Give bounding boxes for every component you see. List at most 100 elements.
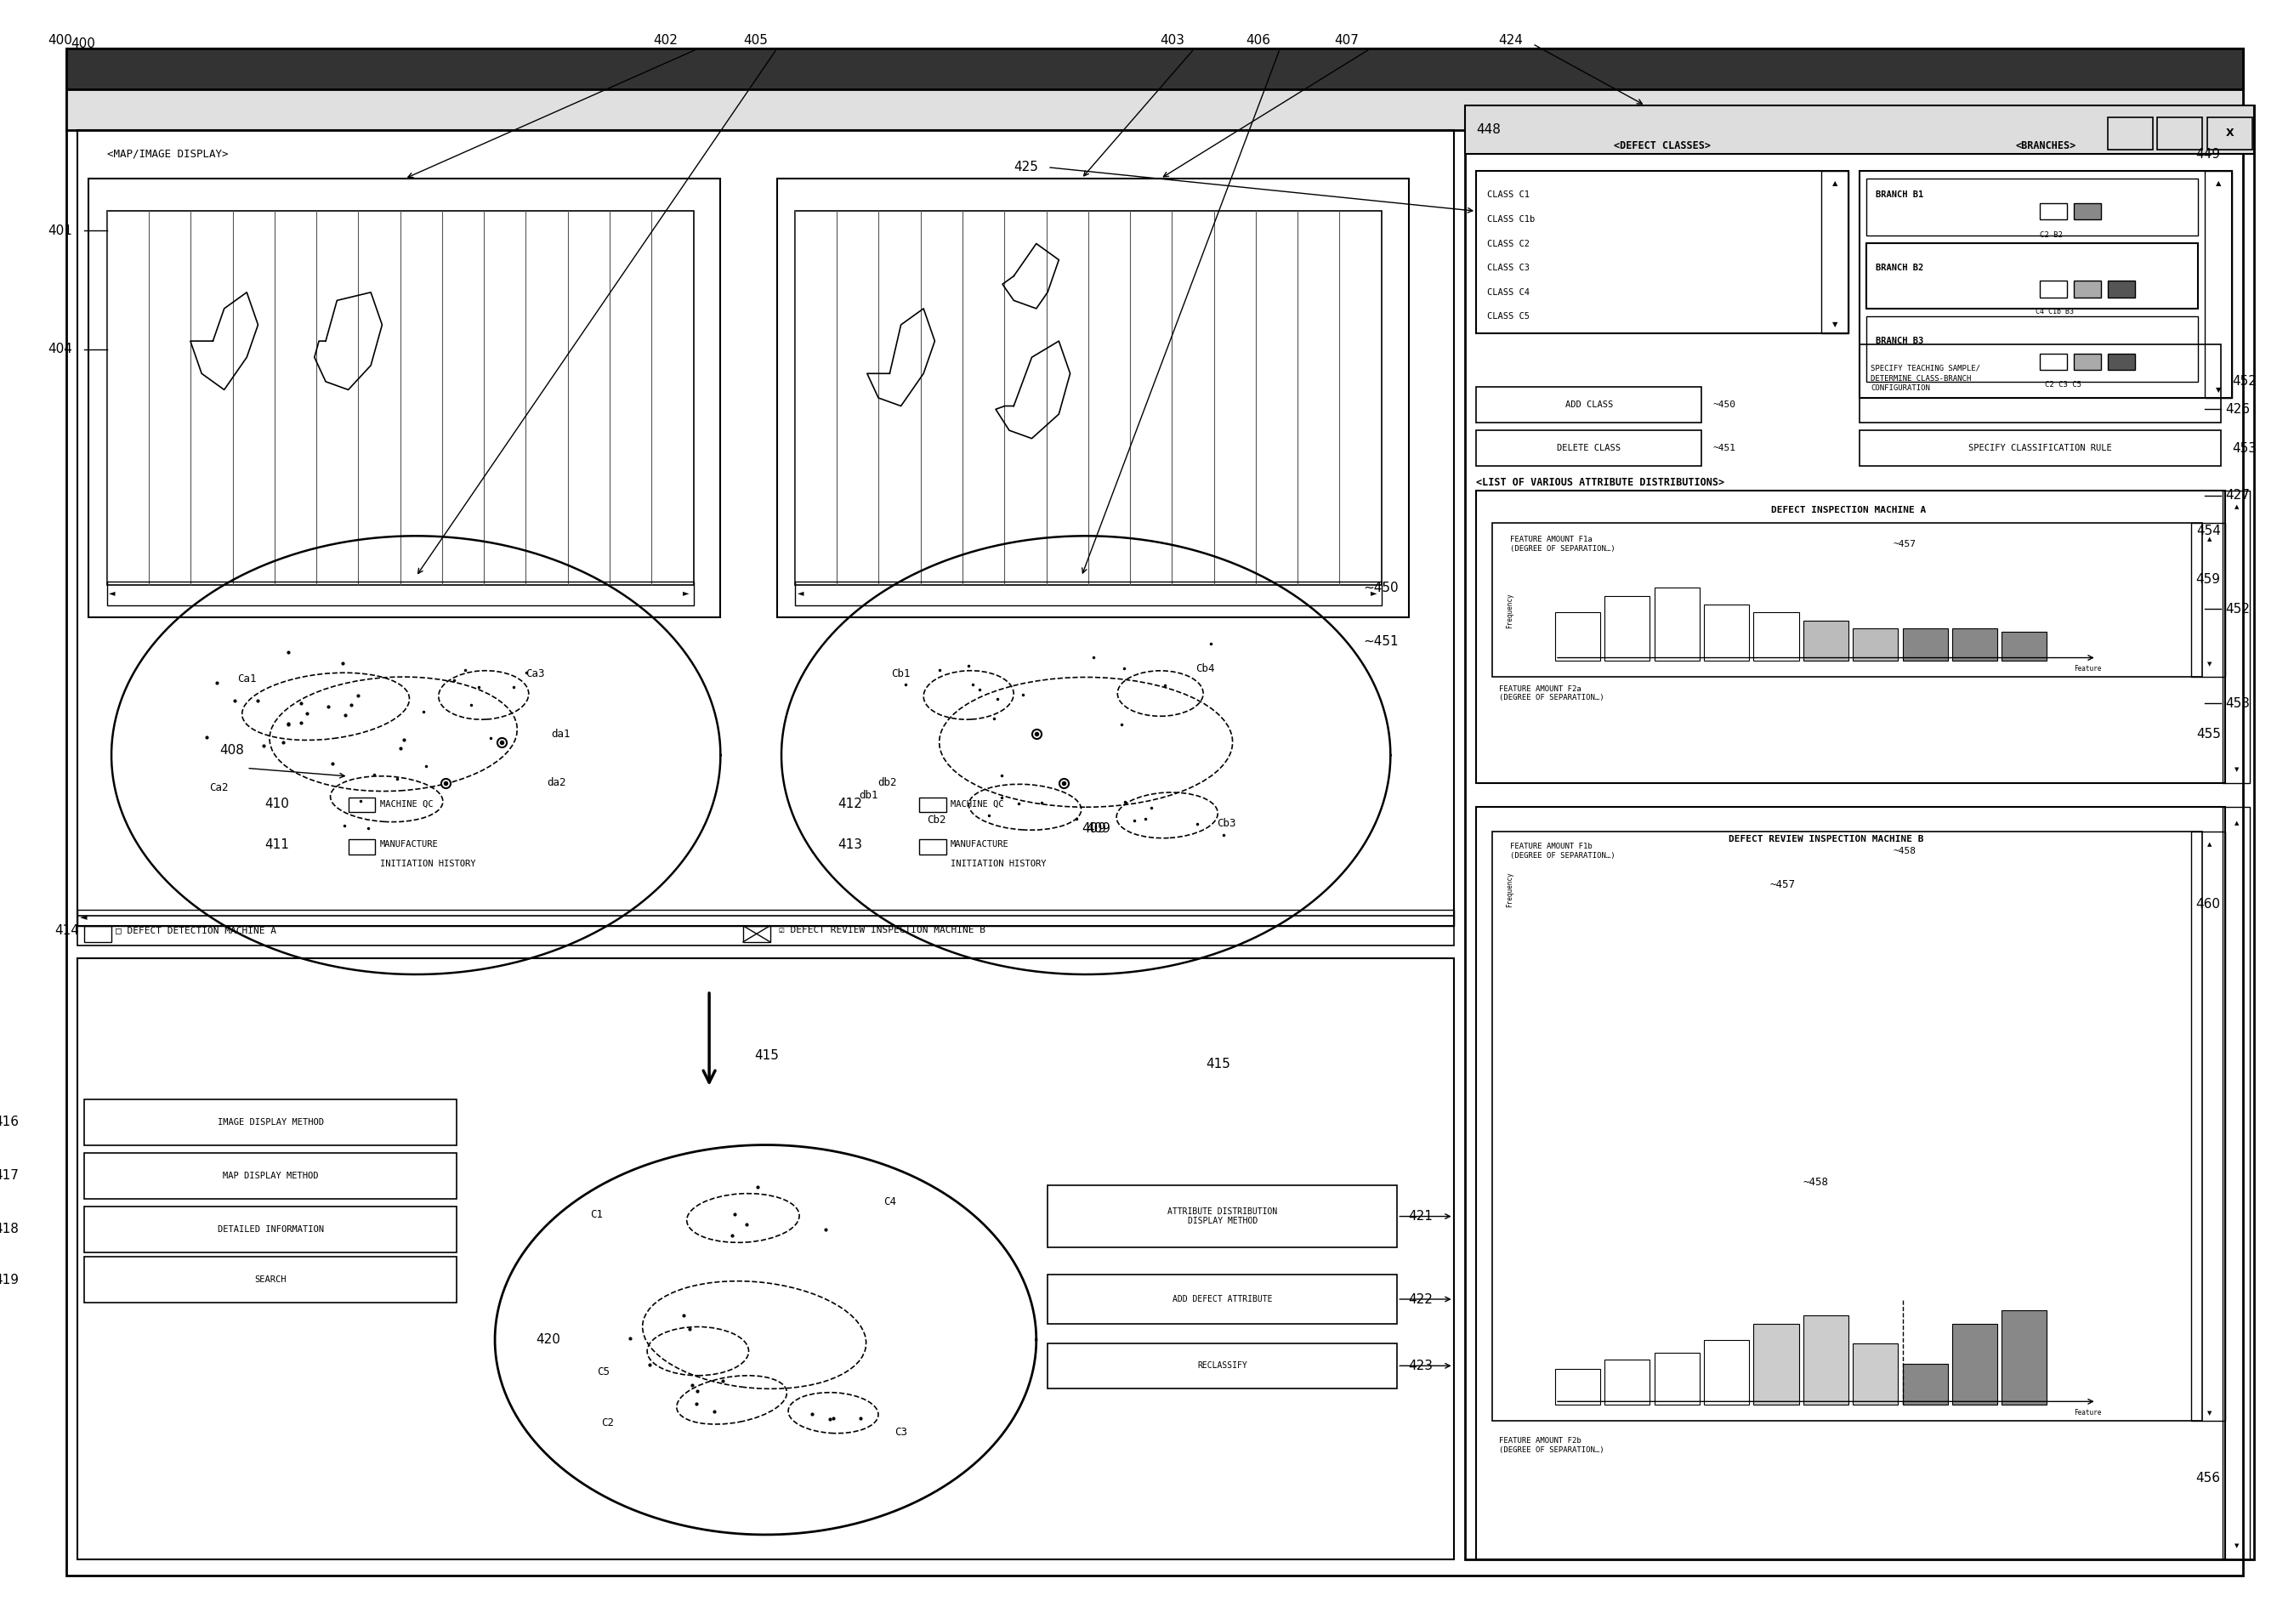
- Text: Cb1: Cb1: [890, 669, 911, 679]
- Text: Frequency: Frequency: [1505, 593, 1514, 628]
- Bar: [1655, 1353, 1699, 1405]
- Bar: [2001, 632, 2047, 661]
- Text: DETAILED INFORMATION: DETAILED INFORMATION: [216, 1224, 323, 1234]
- Text: FEATURE AMOUNT F2b
(DEGREE OF SEPARATION…): FEATURE AMOUNT F2b (DEGREE OF SEPARATION…: [1498, 1437, 1603, 1453]
- Text: ~457: ~457: [1894, 539, 1917, 549]
- Text: Ca3: Ca3: [526, 669, 544, 679]
- Text: db1: db1: [858, 791, 879, 801]
- Text: Ca2: Ca2: [209, 783, 228, 793]
- Bar: [1753, 612, 1799, 661]
- Text: C2 C3 C5: C2 C3 C5: [2045, 382, 2081, 388]
- Bar: [1605, 1359, 1651, 1405]
- Text: ~457: ~457: [1769, 880, 1794, 890]
- Text: 418: 418: [0, 1223, 18, 1236]
- Text: 410: 410: [264, 797, 289, 810]
- Text: C2 B2: C2 B2: [2040, 232, 2063, 239]
- Text: ▲: ▲: [1833, 180, 1838, 187]
- FancyBboxPatch shape: [2109, 281, 2136, 297]
- Text: 460: 460: [2195, 898, 2220, 911]
- Text: IMAGE DISPLAY METHOD: IMAGE DISPLAY METHOD: [216, 1117, 323, 1127]
- Text: 427: 427: [2225, 489, 2250, 502]
- Text: 448: 448: [1475, 123, 1501, 136]
- Text: ▼: ▼: [2206, 1410, 2211, 1416]
- Text: 414: 414: [55, 924, 80, 937]
- Text: MACHINE QC: MACHINE QC: [380, 799, 433, 809]
- Text: CLASS C3: CLASS C3: [1487, 263, 1530, 273]
- Text: SPECIFY CLASSIFICATION RULE: SPECIFY CLASSIFICATION RULE: [1967, 443, 2111, 453]
- Text: FEATURE AMOUNT F1a
(DEGREE OF SEPARATION…): FEATURE AMOUNT F1a (DEGREE OF SEPARATION…: [1510, 536, 1614, 552]
- FancyBboxPatch shape: [66, 49, 2243, 89]
- Text: DELETE CLASS: DELETE CLASS: [1557, 443, 1621, 453]
- Text: ~451: ~451: [1364, 635, 1398, 648]
- Bar: [1951, 628, 1997, 661]
- Text: 425: 425: [1013, 161, 1038, 174]
- Text: 409: 409: [1086, 822, 1111, 835]
- Text: ▲: ▲: [2206, 841, 2211, 848]
- Text: ADD CLASS: ADD CLASS: [1564, 400, 1612, 409]
- FancyBboxPatch shape: [1464, 106, 2254, 154]
- Text: ☑ DEFECT REVIEW INSPECTION MACHINE B: ☑ DEFECT REVIEW INSPECTION MACHINE B: [779, 926, 986, 935]
- Text: □ DEFECT DETECTION MACHINE A: □ DEFECT DETECTION MACHINE A: [116, 926, 276, 935]
- Text: 456: 456: [2195, 1471, 2220, 1484]
- Text: 408: 408: [219, 744, 244, 757]
- Bar: [1655, 588, 1699, 661]
- Text: ▲: ▲: [2216, 180, 2220, 187]
- Text: 409: 409: [1082, 822, 1107, 835]
- Text: ►: ►: [1371, 588, 1378, 598]
- Text: ▼: ▼: [2234, 767, 2238, 773]
- FancyBboxPatch shape: [66, 49, 2243, 130]
- Text: Cb3: Cb3: [1216, 818, 1236, 828]
- Text: 455: 455: [2195, 728, 2220, 741]
- Text: INITIATION HISTORY: INITIATION HISTORY: [950, 859, 1045, 869]
- Bar: [1803, 1315, 1849, 1405]
- Bar: [1753, 1324, 1799, 1405]
- Bar: [1904, 628, 1947, 661]
- Text: X: X: [2225, 128, 2234, 138]
- Text: ~451: ~451: [1712, 443, 1735, 453]
- Text: BRANCH B2: BRANCH B2: [1876, 263, 1924, 273]
- Text: MACHINE QC: MACHINE QC: [950, 799, 1004, 809]
- Text: <BRANCHES>: <BRANCHES>: [2015, 141, 2077, 151]
- Text: CLASS C5: CLASS C5: [1487, 312, 1530, 322]
- Text: ◄: ◄: [797, 588, 804, 598]
- Text: C1: C1: [590, 1210, 603, 1220]
- Text: Frequency: Frequency: [1505, 872, 1514, 908]
- Text: 412: 412: [838, 797, 863, 810]
- Bar: [1605, 596, 1651, 661]
- FancyBboxPatch shape: [2074, 281, 2102, 297]
- Text: 411: 411: [264, 838, 289, 851]
- Text: 453: 453: [2231, 442, 2257, 455]
- Text: C4: C4: [883, 1197, 897, 1207]
- Text: BRANCH B1: BRANCH B1: [1876, 190, 1924, 200]
- Text: 406: 406: [1246, 34, 1271, 47]
- Text: 400: 400: [48, 34, 73, 47]
- Text: C4 C1b B3: C4 C1b B3: [2036, 309, 2074, 315]
- Text: 452: 452: [2225, 603, 2250, 615]
- Text: 401: 401: [48, 224, 73, 237]
- Text: 426: 426: [2225, 403, 2250, 416]
- FancyBboxPatch shape: [2074, 203, 2102, 219]
- Text: CLASS C4: CLASS C4: [1487, 287, 1530, 297]
- Text: 402: 402: [653, 34, 676, 47]
- Text: Feature: Feature: [2074, 666, 2102, 672]
- Text: 413: 413: [838, 838, 863, 851]
- Text: 453: 453: [2225, 697, 2250, 710]
- Text: SEARCH: SEARCH: [255, 1275, 287, 1285]
- Bar: [1555, 612, 1601, 661]
- FancyBboxPatch shape: [2109, 354, 2136, 370]
- Bar: [1703, 1340, 1749, 1405]
- Text: ~458: ~458: [1803, 1177, 1828, 1187]
- Text: DEFECT REVIEW INSPECTION MACHINE B: DEFECT REVIEW INSPECTION MACHINE B: [1728, 835, 1924, 844]
- Text: MAP DISPLAY METHOD: MAP DISPLAY METHOD: [223, 1171, 319, 1181]
- Text: ADD DEFECT ATTRIBUTE: ADD DEFECT ATTRIBUTE: [1173, 1294, 1273, 1304]
- Text: FEATURE AMOUNT F1b
(DEGREE OF SEPARATION…): FEATURE AMOUNT F1b (DEGREE OF SEPARATION…: [1510, 843, 1614, 859]
- Text: ATTRIBUTE DISTRIBUTION
DISPLAY METHOD: ATTRIBUTE DISTRIBUTION DISPLAY METHOD: [1168, 1207, 1277, 1226]
- Text: ~450: ~450: [1712, 400, 1735, 409]
- Bar: [1853, 1343, 1899, 1405]
- Bar: [1555, 1369, 1601, 1405]
- Bar: [1951, 1324, 1997, 1405]
- Text: 423: 423: [1409, 1359, 1432, 1372]
- Text: da1: da1: [551, 729, 572, 739]
- Text: C5: C5: [597, 1367, 610, 1377]
- Text: 452: 452: [2231, 375, 2257, 388]
